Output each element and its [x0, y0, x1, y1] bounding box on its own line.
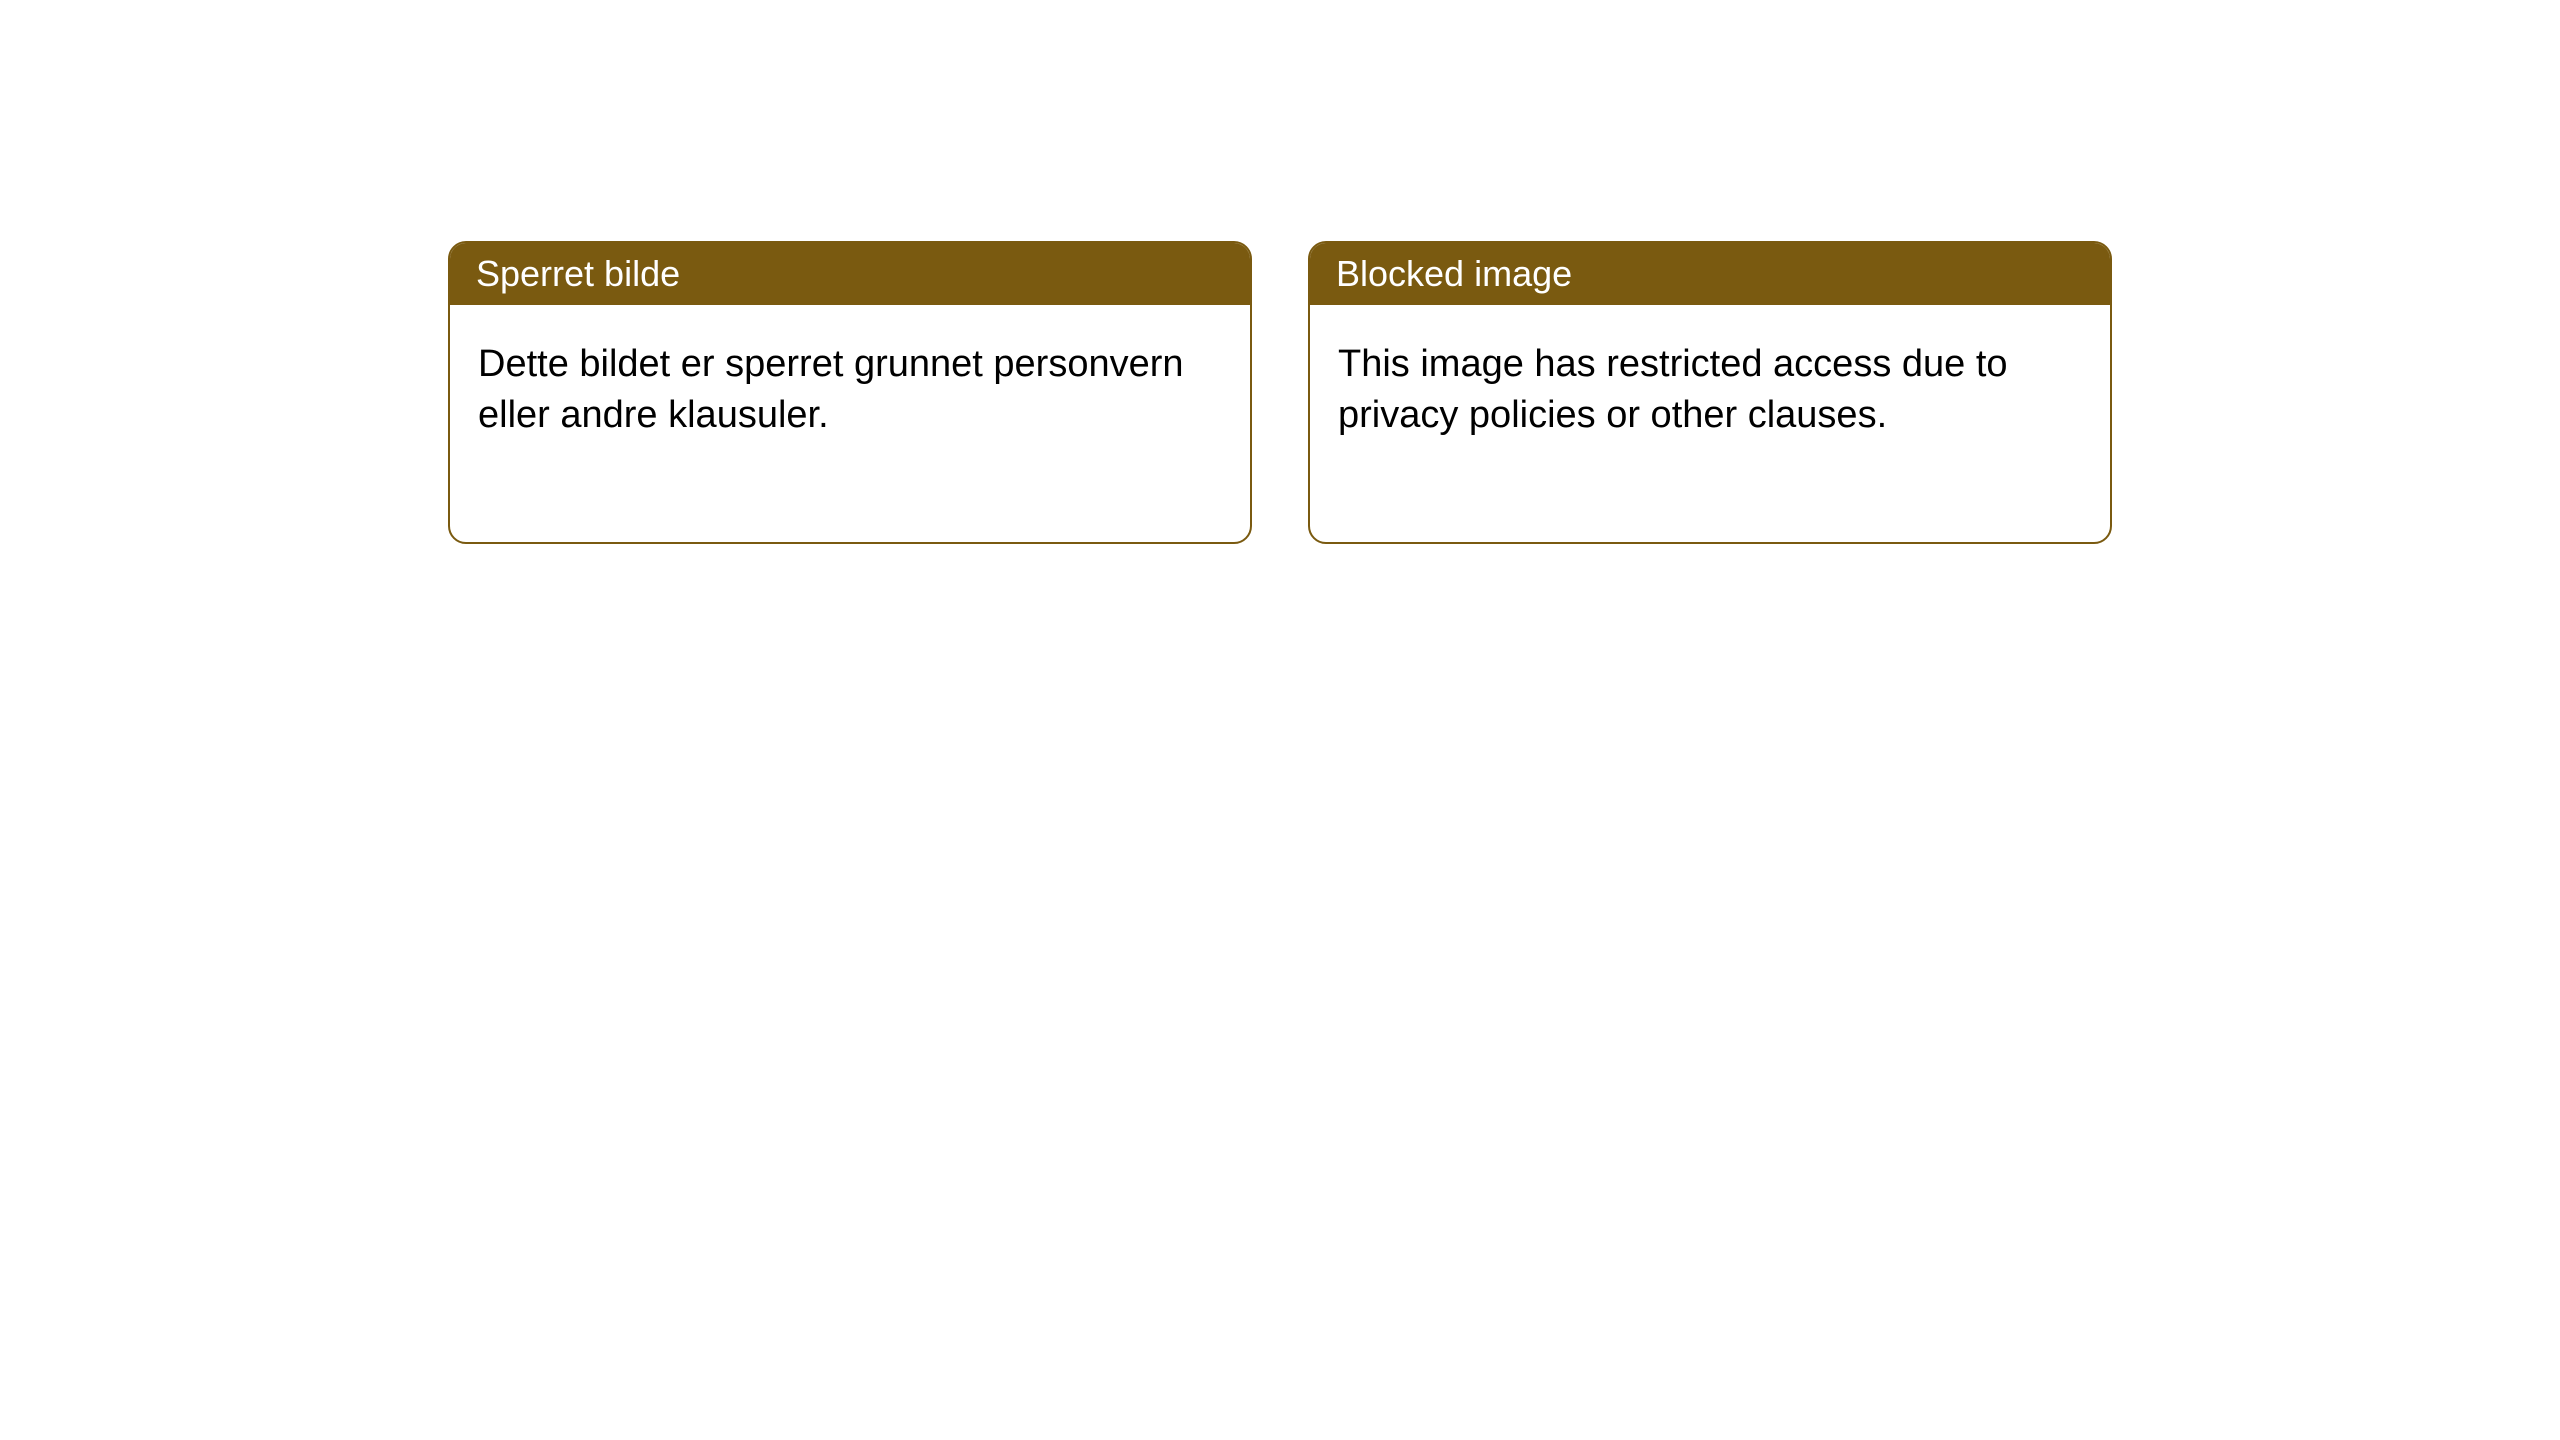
card-header: Blocked image — [1310, 243, 2110, 305]
card-header-text: Sperret bilde — [476, 253, 680, 294]
card-body-text: Dette bildet er sperret grunnet personve… — [478, 343, 1184, 436]
card-header-text: Blocked image — [1336, 253, 1572, 294]
card-body: This image has restricted access due to … — [1310, 305, 2110, 542]
card-header: Sperret bilde — [450, 243, 1250, 305]
notice-card-norwegian: Sperret bilde Dette bildet er sperret gr… — [448, 241, 1252, 544]
card-body-text: This image has restricted access due to … — [1338, 343, 2008, 436]
notice-card-english: Blocked image This image has restricted … — [1308, 241, 2112, 544]
card-body: Dette bildet er sperret grunnet personve… — [450, 305, 1250, 542]
notice-cards-container: Sperret bilde Dette bildet er sperret gr… — [448, 241, 2112, 544]
